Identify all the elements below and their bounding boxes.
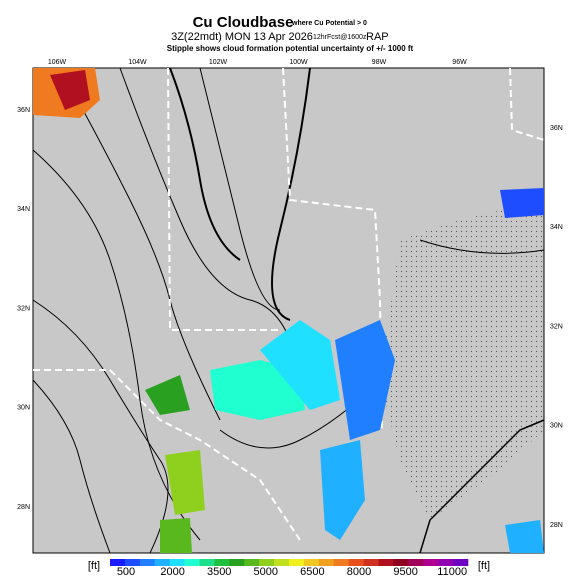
lat-label: 30N [17,405,30,412]
colorbar-swatch [363,559,379,566]
colorbar-swatch [229,559,245,566]
subtitle: 3Z(22mdt) MON 13 Apr 2026 [171,31,313,43]
colorbar-swatch [438,559,454,566]
colorbar-swatch [124,559,141,566]
title: Cu Cloudbase [193,14,294,31]
colorbar-swatch [139,559,156,566]
lon-label: 104W [128,59,147,66]
coastline [419,419,545,554]
colorbar-swatch [393,559,409,566]
colorbar-swatch [333,559,349,566]
lat-label: 34N [550,224,563,231]
colorbar-tick-label: 5000 [254,566,278,578]
lon-label: 98W [372,59,387,66]
colorbar-swatch [214,559,230,566]
lat-label: 28N [17,504,30,511]
colorbar-tick-label: 6500 [300,566,324,578]
contours [32,67,545,554]
unit-right: [ft] [478,560,490,572]
colorbar-swatch [154,559,170,566]
colorbar-tick-label: 8000 [347,566,371,578]
colorbar-swatch [289,559,305,566]
colorbar-swatch [169,559,185,566]
unit-left: [ft] [88,560,100,572]
model: RAP [366,31,389,43]
stipple-note: Stipple shows cloud formation potential … [167,44,414,53]
colorbar-swatch [303,559,320,566]
colorbar-swatch [199,559,215,566]
title-note: where Cu Potential > 0 [291,20,367,27]
colorbar-swatch [453,559,469,566]
lon-label: 102W [209,59,228,66]
colorbar-swatch [348,559,364,566]
borders [33,67,545,541]
colorbar-swatch [318,559,335,566]
lat-label: 30N [550,423,563,430]
colorbar-tick-label: 11000 [437,566,467,578]
colorbar-swatch [423,559,439,566]
lat-label: 32N [17,305,30,312]
cloudbase-shading [33,68,544,553]
colorbar-swatch [184,559,200,566]
lat-label: 32N [550,323,563,330]
lat-label: 34N [17,206,30,213]
colorbar-tick-label: 500 [117,566,135,578]
lat-label: 36N [550,125,563,132]
colorbar-swatch [110,559,126,566]
forecast: 12hrFcst@1600z [313,34,367,41]
colorbar-swatch [408,559,424,566]
lat-label: 28N [550,522,563,529]
colorbar-tick-label: 9500 [393,566,417,578]
colorbar-swatch [378,559,394,566]
lon-label: 96W [452,59,467,66]
stipple [380,200,544,520]
colorbar-swatch [274,559,290,566]
colorbar-tick-label: 3500 [207,566,231,578]
lon-label: 100W [289,59,308,66]
map [32,67,545,554]
lon-label: 106W [48,59,67,66]
colorbar-swatch [259,559,275,566]
colorbar-swatch [244,559,260,566]
lat-label: 36N [17,107,30,114]
colorbar-tick-label: 2000 [160,566,184,578]
